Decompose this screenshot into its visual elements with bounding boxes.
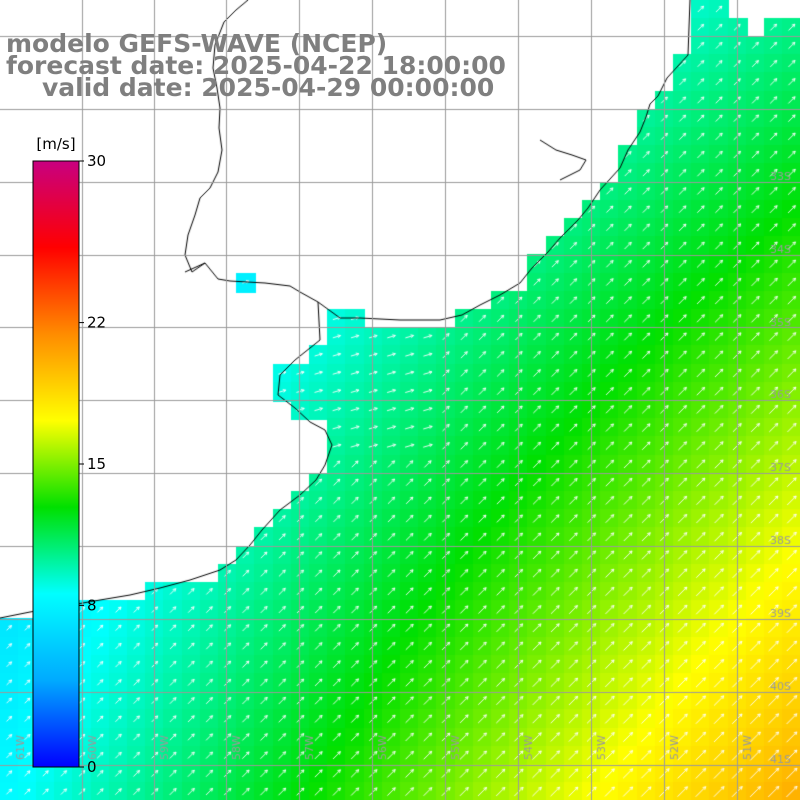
title-forecast-date: forecast date: 2025-04-22 18:00:00 — [6, 51, 506, 80]
title-model: modelo GEFS-WAVE (NCEP) — [6, 29, 388, 58]
title-valid-date: valid date: 2025-04-29 00:00:00 — [42, 73, 495, 102]
